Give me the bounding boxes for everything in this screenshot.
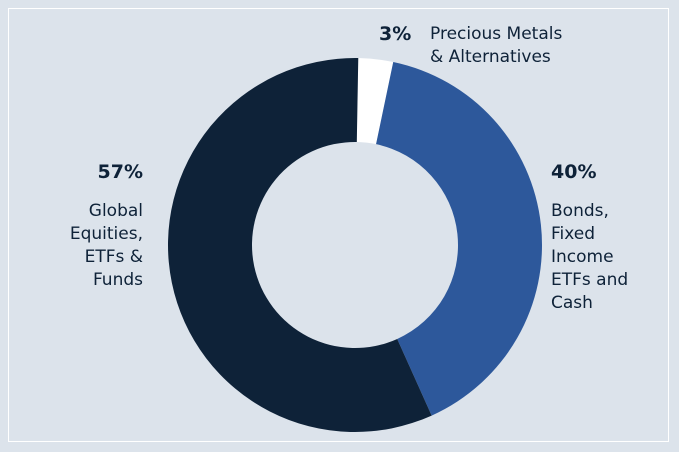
label-bonds-line: Cash [551,293,593,313]
label-bonds: 40% Bonds, Fixed Income ETFs and Cash [551,161,628,315]
label-equities-line: Global [88,201,143,221]
label-metals-pct: 3% [379,23,412,45]
label-equities-line: Equities, [69,224,143,244]
label-metals-line: Precious Metals [430,24,563,44]
label-metals-line: & Alternatives [430,47,551,67]
slice-equities [167,58,432,432]
label-equities-line: Funds [92,270,143,290]
label-bonds-line: ETFs and [551,270,629,290]
label-bonds-line: Bonds, [551,201,609,221]
label-equities-line: ETFs & [84,247,143,267]
label-metals: 3% [379,23,411,47]
label-equities-pct: 57% [97,161,143,183]
slice-metals [356,58,394,145]
chart-panel [8,8,669,442]
label-bonds-pct: 40% [551,161,597,183]
label-bonds-line: Income [551,247,614,267]
label-equities: 57% Global Equities, ETFs & Funds [60,161,143,292]
label-metals-text: Precious Metals & Alternatives [430,23,562,69]
slice-bonds [376,61,542,416]
label-bonds-line: Fixed [551,224,596,244]
donut-slices [167,58,542,432]
